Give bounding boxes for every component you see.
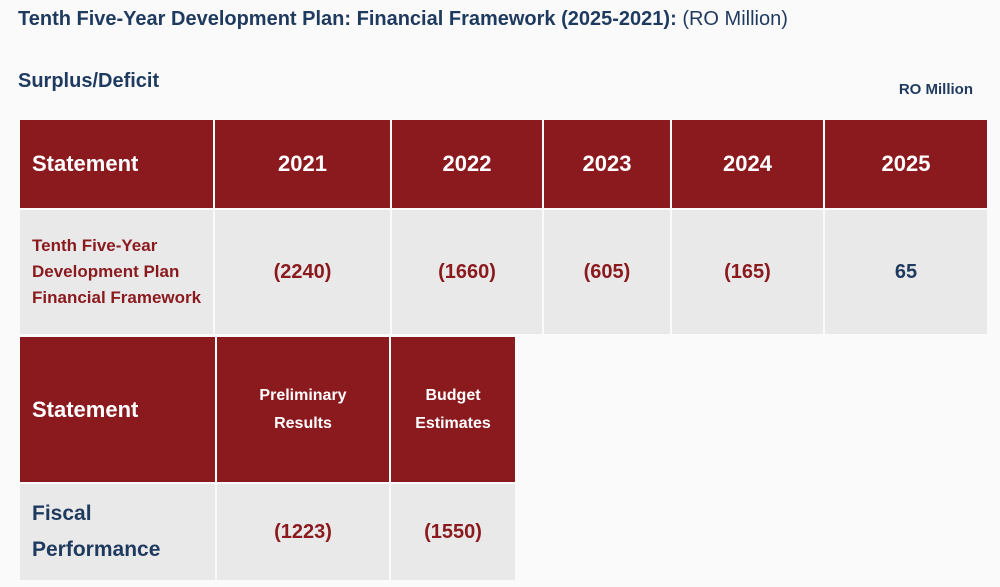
fiscal-table-header-preliminary: Preliminary Results <box>217 337 389 482</box>
page-title: Tenth Five-Year Development Plan: Financ… <box>18 8 788 31</box>
fiscal-table-header-budget: Budget Estimates <box>391 337 515 482</box>
plan-table-value-2025: 65 <box>825 210 987 334</box>
plan-table-header-2022: 2022 <box>392 120 542 208</box>
fiscal-table-header-statement: Statement <box>20 337 215 482</box>
plan-table-header-2025: 2025 <box>825 120 987 208</box>
section-subtitle: Surplus/Deficit <box>18 70 160 92</box>
plan-table-value-2022: (1660) <box>392 210 542 334</box>
plan-table-header-2021: 2021 <box>215 120 390 208</box>
plan-table-header-2024: 2024 <box>672 120 823 208</box>
plan-table-row-label: Tenth Five-Year Development Plan Financi… <box>20 210 213 334</box>
plan-table-header-statement: Statement <box>20 120 213 208</box>
fiscal-table-value-budget: (1550) <box>391 484 515 580</box>
plan-table-value-2024: (165) <box>672 210 823 334</box>
plan-table-value-2023: (605) <box>544 210 670 334</box>
fiscal-table-row-label: Fiscal Performance <box>20 484 215 580</box>
fiscal-table-value-preliminary: (1223) <box>217 484 389 580</box>
plan-table-value-2021: (2240) <box>215 210 390 334</box>
page-title-main: Tenth Five-Year Development Plan: Financ… <box>18 8 677 30</box>
page-title-unit: (RO Million) <box>682 8 788 30</box>
plan-table-header-2023: 2023 <box>544 120 670 208</box>
unit-note: RO Million <box>898 81 973 98</box>
